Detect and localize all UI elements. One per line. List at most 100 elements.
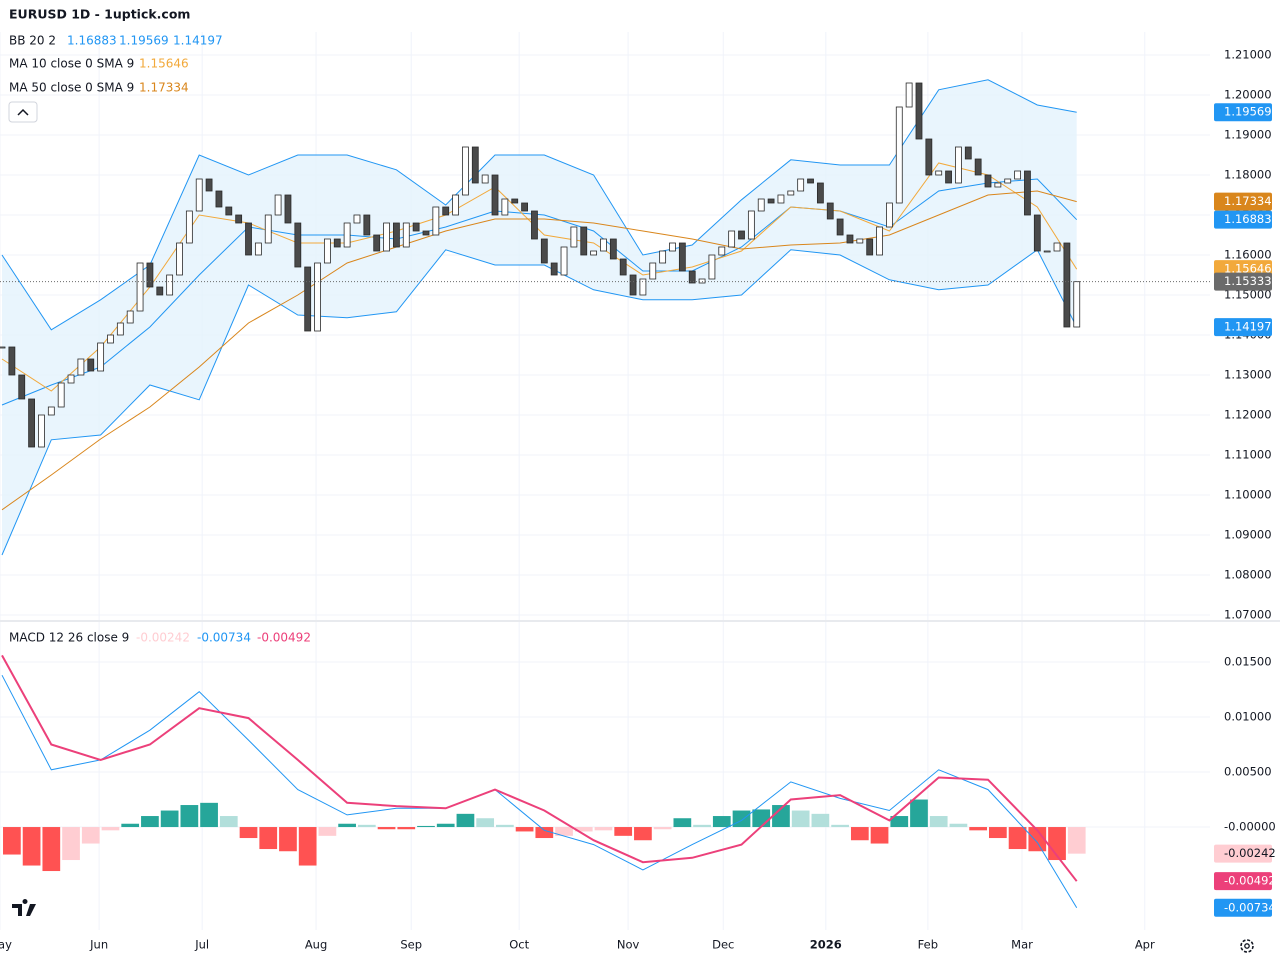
candle: [876, 226, 883, 256]
candle: [373, 234, 381, 252]
histogram-bar: [259, 827, 278, 850]
candle: [176, 242, 183, 276]
price-badge: [1214, 872, 1272, 891]
x-tick-label: Feb: [918, 938, 938, 952]
legend-value: -0.00734: [197, 631, 251, 645]
histogram-bar: [1028, 827, 1047, 852]
candle: [580, 226, 588, 256]
candle: [905, 82, 913, 108]
price-badge: [1214, 272, 1272, 291]
candle: [481, 174, 489, 184]
ma10-line: [1, 162, 1078, 392]
candle: [1073, 281, 1081, 328]
candle: [28, 398, 36, 448]
gear-center[interactable]: [1244, 943, 1250, 949]
candle: [777, 194, 785, 204]
plot-area: [0, 79, 1210, 909]
candle: [659, 250, 667, 264]
x-tick-label: Sep: [400, 938, 422, 952]
candle: [57, 382, 65, 408]
candle: [738, 230, 745, 240]
price-badge-label: -0.00492: [1224, 874, 1276, 888]
candle: [225, 206, 233, 216]
histogram-bar: [81, 827, 100, 844]
candle: [195, 178, 203, 212]
candle: [235, 214, 243, 224]
candle: [353, 214, 361, 224]
logo-mark[interactable]: [12, 899, 36, 916]
histogram-bar: [101, 827, 120, 831]
candle: [836, 218, 844, 236]
candle: [432, 206, 440, 236]
histogram-bar: [555, 827, 573, 836]
y-tick-label: 1.12000: [1224, 408, 1272, 422]
y-tick-label: 0.00500: [1224, 765, 1272, 779]
histogram-bar: [397, 827, 416, 830]
candle: [915, 82, 923, 140]
histogram-bar: [712, 816, 731, 828]
histogram-bar: [1067, 827, 1086, 854]
legend-label: BB 20 2: [9, 34, 56, 48]
histogram-bar: [3, 827, 21, 855]
candle: [156, 286, 164, 296]
candle: [787, 190, 795, 196]
y-tick-label: 1.07000: [1224, 608, 1272, 622]
histogram-bar: [535, 827, 554, 839]
candle: [136, 262, 144, 312]
candle: [284, 194, 292, 224]
histogram-bar: [121, 823, 140, 828]
price-badge: [1214, 103, 1272, 122]
candle: [471, 146, 479, 184]
histogram-bar: [1048, 827, 1066, 861]
chevron-icon[interactable]: [17, 108, 29, 116]
y-tick-label: 1.18000: [1224, 168, 1272, 182]
chart-title: EURUSD 1D - 1uptick.com: [9, 7, 190, 22]
histogram-bar: [377, 827, 396, 830]
candle: [531, 210, 538, 240]
candle: [412, 222, 420, 232]
candle: [639, 278, 647, 296]
histogram-bar: [141, 816, 159, 828]
candle: [18, 374, 26, 400]
candle: [747, 210, 755, 240]
logo[interactable]: [12, 899, 36, 916]
candle: [1014, 170, 1021, 180]
candle: [619, 258, 627, 276]
price-badge: [1214, 192, 1272, 211]
candle: [393, 222, 400, 248]
collapse-button[interactable]: [8, 101, 38, 123]
histogram-bar: [22, 827, 41, 866]
price-badge: [1214, 844, 1272, 863]
histogram-bar: [357, 824, 376, 828]
candle: [363, 214, 371, 236]
candle: [846, 234, 854, 244]
legend-value: 1.15646: [139, 57, 189, 71]
candle: [294, 222, 302, 268]
settings-button[interactable]: [1240, 939, 1254, 953]
y-tick-label: 1.08000: [1224, 568, 1272, 582]
legend-label: MA 10 close 0 SMA 9: [9, 57, 134, 71]
y-tick-label: 1.19000: [1224, 128, 1272, 142]
candle: [1004, 178, 1012, 184]
candle: [964, 146, 972, 160]
gear-icon[interactable]: [1240, 939, 1254, 953]
candle: [807, 178, 814, 184]
candle: [669, 242, 676, 252]
histogram-bar: [417, 825, 435, 828]
histogram-bar: [160, 810, 179, 828]
candle: [323, 238, 331, 264]
candle: [245, 222, 252, 256]
candle: [501, 198, 509, 216]
candle: [895, 106, 903, 204]
candle: [343, 222, 351, 248]
price-badge: [1214, 318, 1272, 337]
histogram-bar: [62, 827, 80, 861]
candle: [974, 158, 982, 176]
y-tick-label: 1.09000: [1224, 528, 1272, 542]
button-frame[interactable]: [8, 101, 38, 123]
candle: [649, 262, 657, 280]
histogram-bar: [318, 827, 337, 836]
x-tick-label: Dec: [712, 938, 734, 952]
candle: [945, 170, 952, 184]
